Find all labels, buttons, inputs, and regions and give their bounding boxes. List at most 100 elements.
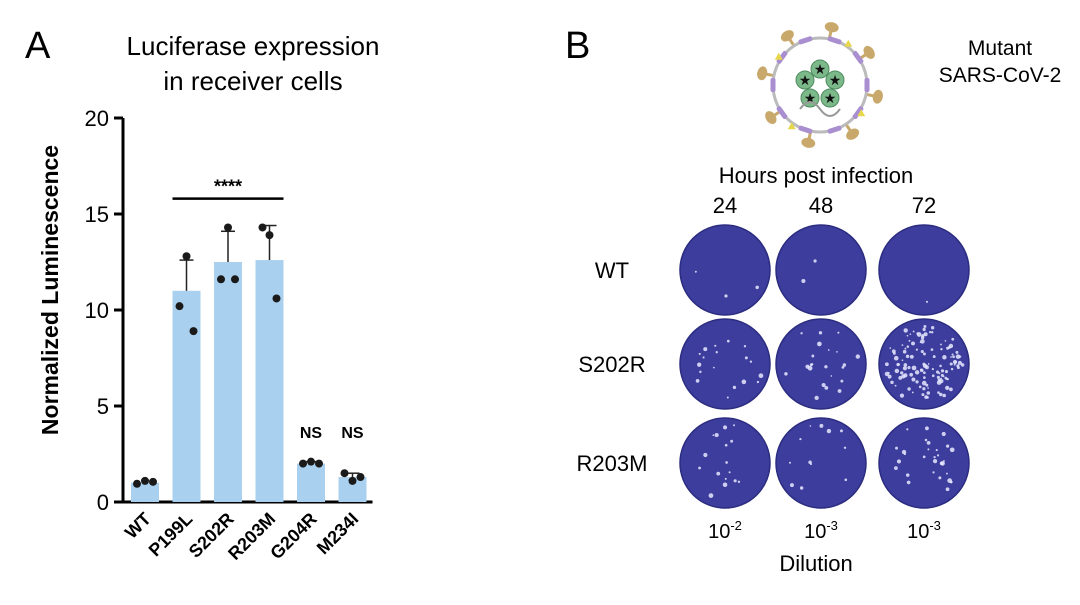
plaque: [695, 379, 700, 383]
plaque: [733, 479, 737, 483]
spike-head: [872, 89, 883, 104]
plaque: [921, 334, 925, 338]
plaque: [703, 452, 708, 458]
plaque: [723, 425, 728, 430]
plaque: [944, 370, 948, 374]
panel-a: A Luciferase expression in receiver cell…: [25, 25, 379, 564]
panel-b: B ★★★★★ Mutant SARS-CoV-2 Hours post inf…: [565, 22, 1061, 576]
plaque: [899, 393, 905, 398]
plaque: [903, 328, 908, 333]
plaque: [784, 372, 788, 376]
plaque: [724, 477, 727, 480]
plaque: [921, 380, 927, 386]
data-point: [272, 294, 281, 303]
plaque: [712, 366, 715, 369]
plaque: [896, 362, 900, 367]
plaque: [887, 374, 892, 379]
plaque: [887, 371, 890, 374]
plaque: [951, 337, 955, 341]
plaque: [923, 324, 927, 329]
plaque: [915, 380, 919, 384]
plaque-wells: [679, 224, 970, 509]
plaque: [891, 349, 896, 354]
plaque: [924, 365, 929, 370]
nucleocapsid: [810, 59, 830, 79]
column-label: 24: [713, 193, 737, 218]
spike-head: [824, 22, 839, 33]
plaque: [931, 374, 935, 378]
plaque: [942, 375, 945, 378]
plaque: [894, 384, 897, 387]
plaque: [840, 379, 844, 383]
plaque: [948, 343, 954, 349]
plaque: [938, 476, 942, 480]
plaque: [938, 372, 941, 375]
plaque: [916, 332, 922, 337]
plaque: [722, 482, 728, 488]
mutation-star: ★: [799, 72, 812, 88]
plaque: [911, 391, 914, 394]
plaque: [843, 446, 847, 449]
data-point: [141, 476, 149, 485]
plaque: [730, 439, 734, 443]
plaque: [901, 359, 904, 362]
rna-strand: [799, 101, 841, 117]
plaque: [911, 341, 916, 346]
plaque: [733, 424, 736, 427]
well-wt-48: [775, 224, 867, 316]
row-label: R203M: [577, 451, 648, 476]
plaque: [930, 348, 934, 351]
plaque: [945, 472, 948, 475]
nucleocapsid: [795, 70, 815, 90]
dilution-labels: 10-2 10-3 10-3: [708, 518, 941, 543]
plaque: [724, 294, 728, 298]
plaque: [726, 396, 729, 399]
plaque: [703, 347, 708, 352]
plaque: [940, 377, 942, 380]
plaque: [909, 372, 914, 377]
plaque: [836, 350, 838, 353]
plaque: [920, 350, 924, 354]
data-point: [307, 457, 315, 466]
plaque: [830, 375, 833, 377]
plaque: [940, 461, 945, 466]
well: [679, 417, 771, 509]
dilution-value: 10-2: [708, 518, 742, 543]
plaque: [940, 343, 942, 346]
well-r203m-72: [878, 417, 970, 509]
plaque: [918, 385, 922, 389]
plaque: [715, 351, 718, 354]
plaque: [824, 365, 828, 369]
plaque: [904, 347, 907, 350]
plaque: [884, 362, 889, 367]
plaque: [909, 333, 912, 336]
plaque: [893, 355, 899, 361]
membrane-protein: [798, 125, 813, 134]
plaque: [841, 365, 845, 369]
data-point: [224, 223, 232, 232]
plaque: [714, 432, 719, 438]
plaque: [788, 461, 792, 464]
bar-g204r: [297, 463, 325, 502]
y-axis: 0 5 10 15 20: [85, 106, 373, 515]
data-point: [258, 223, 267, 232]
envelope-protein: [774, 52, 783, 60]
well: [775, 318, 867, 410]
plaque: [924, 438, 928, 442]
plaque: [945, 385, 950, 391]
plaque: [855, 354, 860, 359]
plaque: [758, 373, 764, 379]
bars: [131, 260, 367, 502]
well-s202r-72: [878, 318, 970, 410]
plaque: [900, 371, 904, 375]
plaque: [908, 339, 911, 342]
plaque: [954, 361, 957, 364]
plaque: [895, 446, 899, 450]
data-point: [265, 231, 274, 240]
plaque: [949, 387, 953, 392]
plaque: [818, 331, 823, 335]
column-labels: 24 48 72: [713, 193, 936, 218]
significance: **** NS NS: [172, 177, 364, 442]
dilution-value: 10-3: [907, 518, 941, 543]
